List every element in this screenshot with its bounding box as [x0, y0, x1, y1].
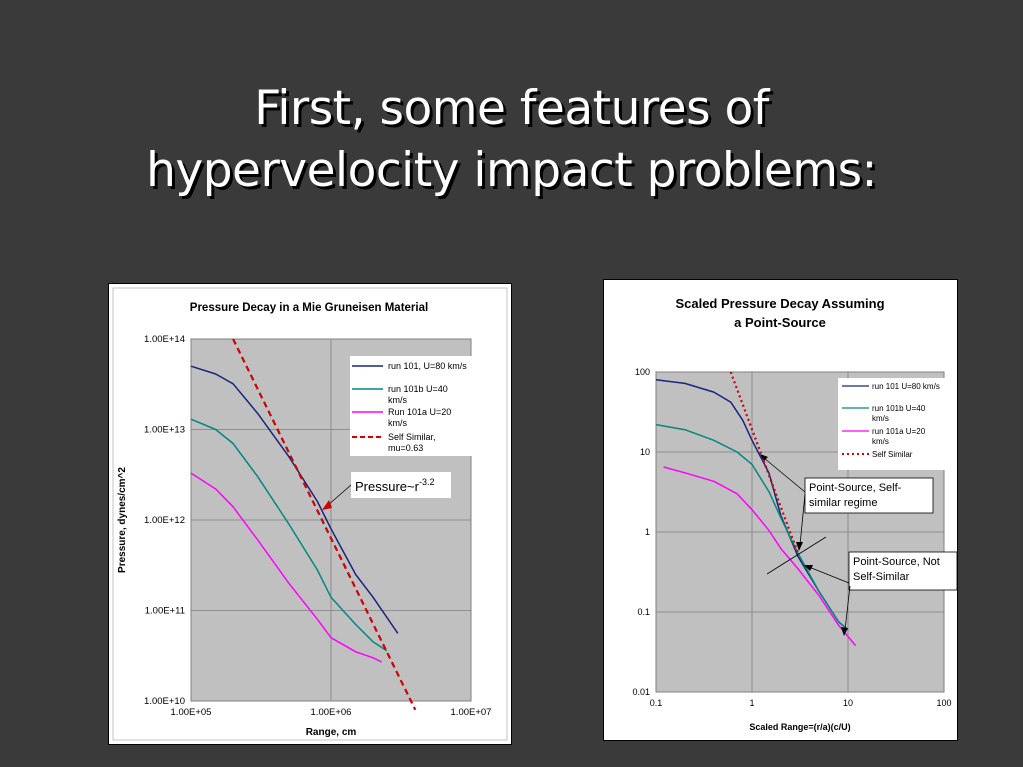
right-annotation-1: Point-Source, Self-similar regime [760, 454, 934, 551]
right-annotation-2-box [848, 551, 958, 591]
right-chart-title-line-2: a Point-Source [734, 315, 826, 330]
right-annotation-1-arrow-a [763, 457, 806, 493]
right-annotation-1-arrow-b [799, 493, 806, 546]
left-chart-title: Pressure Decay in a Mie Gruneisen Materi… [190, 302, 428, 314]
right-annotation-1-box [804, 477, 934, 514]
right-legend-label-run101: run 101 U=80 km/s [872, 382, 940, 391]
right-series-line [663, 466, 857, 647]
right-legend: run 101 U=80 km/s run 101b U=40 km/s run … [838, 378, 956, 470]
left-y-tick-label: 1.00E+14 [144, 334, 185, 345]
left-chart: Pressure Decay in a Mie Gruneisen Materi… [112, 287, 508, 741]
right-x-tick-label: 10 [843, 698, 853, 708]
left-x-axis-label: Range, cm [306, 727, 357, 738]
right-annotation-2-text: Point-Source, Not Self-Similar [853, 556, 940, 583]
left-annotation-arrowhead [322, 500, 332, 510]
right-annotation-2-arrowhead-a [804, 565, 813, 571]
left-annotation-text: Pressure~r-3.2 [355, 477, 434, 494]
right-annotation-1-arrowhead-b [796, 542, 803, 551]
right-regime-divider [766, 536, 827, 575]
right-series-line [655, 423, 849, 631]
right-x-tick-label: 100 [936, 698, 951, 708]
right-y-tick-label: 10 [640, 447, 650, 457]
left-series-line [232, 338, 417, 711]
right-y-tick-label: 0.01 [632, 687, 650, 697]
left-annotation: Pressure~r-3.2 [322, 472, 451, 510]
right-annotation-2-arrow-a [808, 566, 850, 584]
right-chart-panel: Scaled Pressure Decay Assuming a Point-S… [603, 279, 958, 741]
slide-title-line-1: First, some features of [254, 81, 769, 136]
left-x-tick-label: 1.00E+05 [171, 707, 212, 718]
left-legend-label-run101: run 101, U=80 km/s [388, 361, 467, 371]
right-series-line [729, 371, 799, 554]
left-chart-panel: Pressure Decay in a Mie Gruneisen Materi… [108, 283, 512, 745]
right-annotation-2-arrowhead-b [841, 627, 848, 636]
slide-title: First, some features of hypervelocity im… [0, 78, 1023, 202]
left-y-tick-label: 1.00E+13 [144, 425, 185, 436]
left-series-line [190, 472, 382, 663]
left-x-tick-label: 1.00E+07 [451, 707, 492, 718]
right-legend-label-run101b: run 101b U=40 km/s [872, 404, 926, 423]
left-legend-label-run101a: Run 101a U=20 km/s [388, 407, 451, 428]
left-legend: run 101, U=80 km/s run 101b U=40 km/s Run… [350, 356, 483, 456]
right-legend-label-run101a: run 101a U=20 km/s [872, 427, 926, 446]
left-y-tick-label: 1.00E+12 [144, 515, 185, 526]
right-annotation-2-arrow-b [844, 585, 851, 631]
right-annotation-1-text: Point-Source, Self-similar regime [809, 482, 902, 509]
right-y-tick-label: 100 [635, 367, 650, 377]
right-annotation-2: Point-Source, Not Self-Similar [766, 536, 958, 636]
right-y-tick-label: 0.1 [637, 607, 650, 617]
right-x-tick-label: 1 [749, 698, 754, 708]
left-legend-label-run101b: run 101b U=40 km/s [388, 384, 448, 405]
left-y-axis-label: Pressure, dynes/cm^2 [117, 467, 128, 573]
left-series-line [190, 365, 399, 634]
left-annotation-box [351, 472, 451, 498]
slide-title-line-2: hypervelocity impact problems: [146, 143, 877, 198]
right-chart-title-line-1: Scaled Pressure Decay Assuming [675, 296, 884, 311]
left-y-tick-label: 1.00E+11 [145, 606, 185, 617]
right-y-tick-label: 1 [645, 527, 650, 537]
right-x-axis-label: Scaled Range=(r/a)(c/U) [749, 722, 850, 732]
left-legend-label-self-similar: Self Similar, mu=0.63 [388, 432, 436, 453]
right-annotation-1-arrowhead-a [760, 454, 768, 461]
left-x-tick-label: 1.00E+06 [311, 707, 352, 718]
left-series-line [190, 418, 388, 652]
left-annotation-arrow [326, 484, 352, 507]
right-legend-label-self-similar: Self Similar [872, 450, 913, 459]
right-chart: Scaled Pressure Decay Assuming a Point-S… [632, 296, 958, 732]
left-y-tick-label: 1.00E+10 [144, 696, 185, 707]
right-x-tick-label: 0.1 [650, 698, 663, 708]
